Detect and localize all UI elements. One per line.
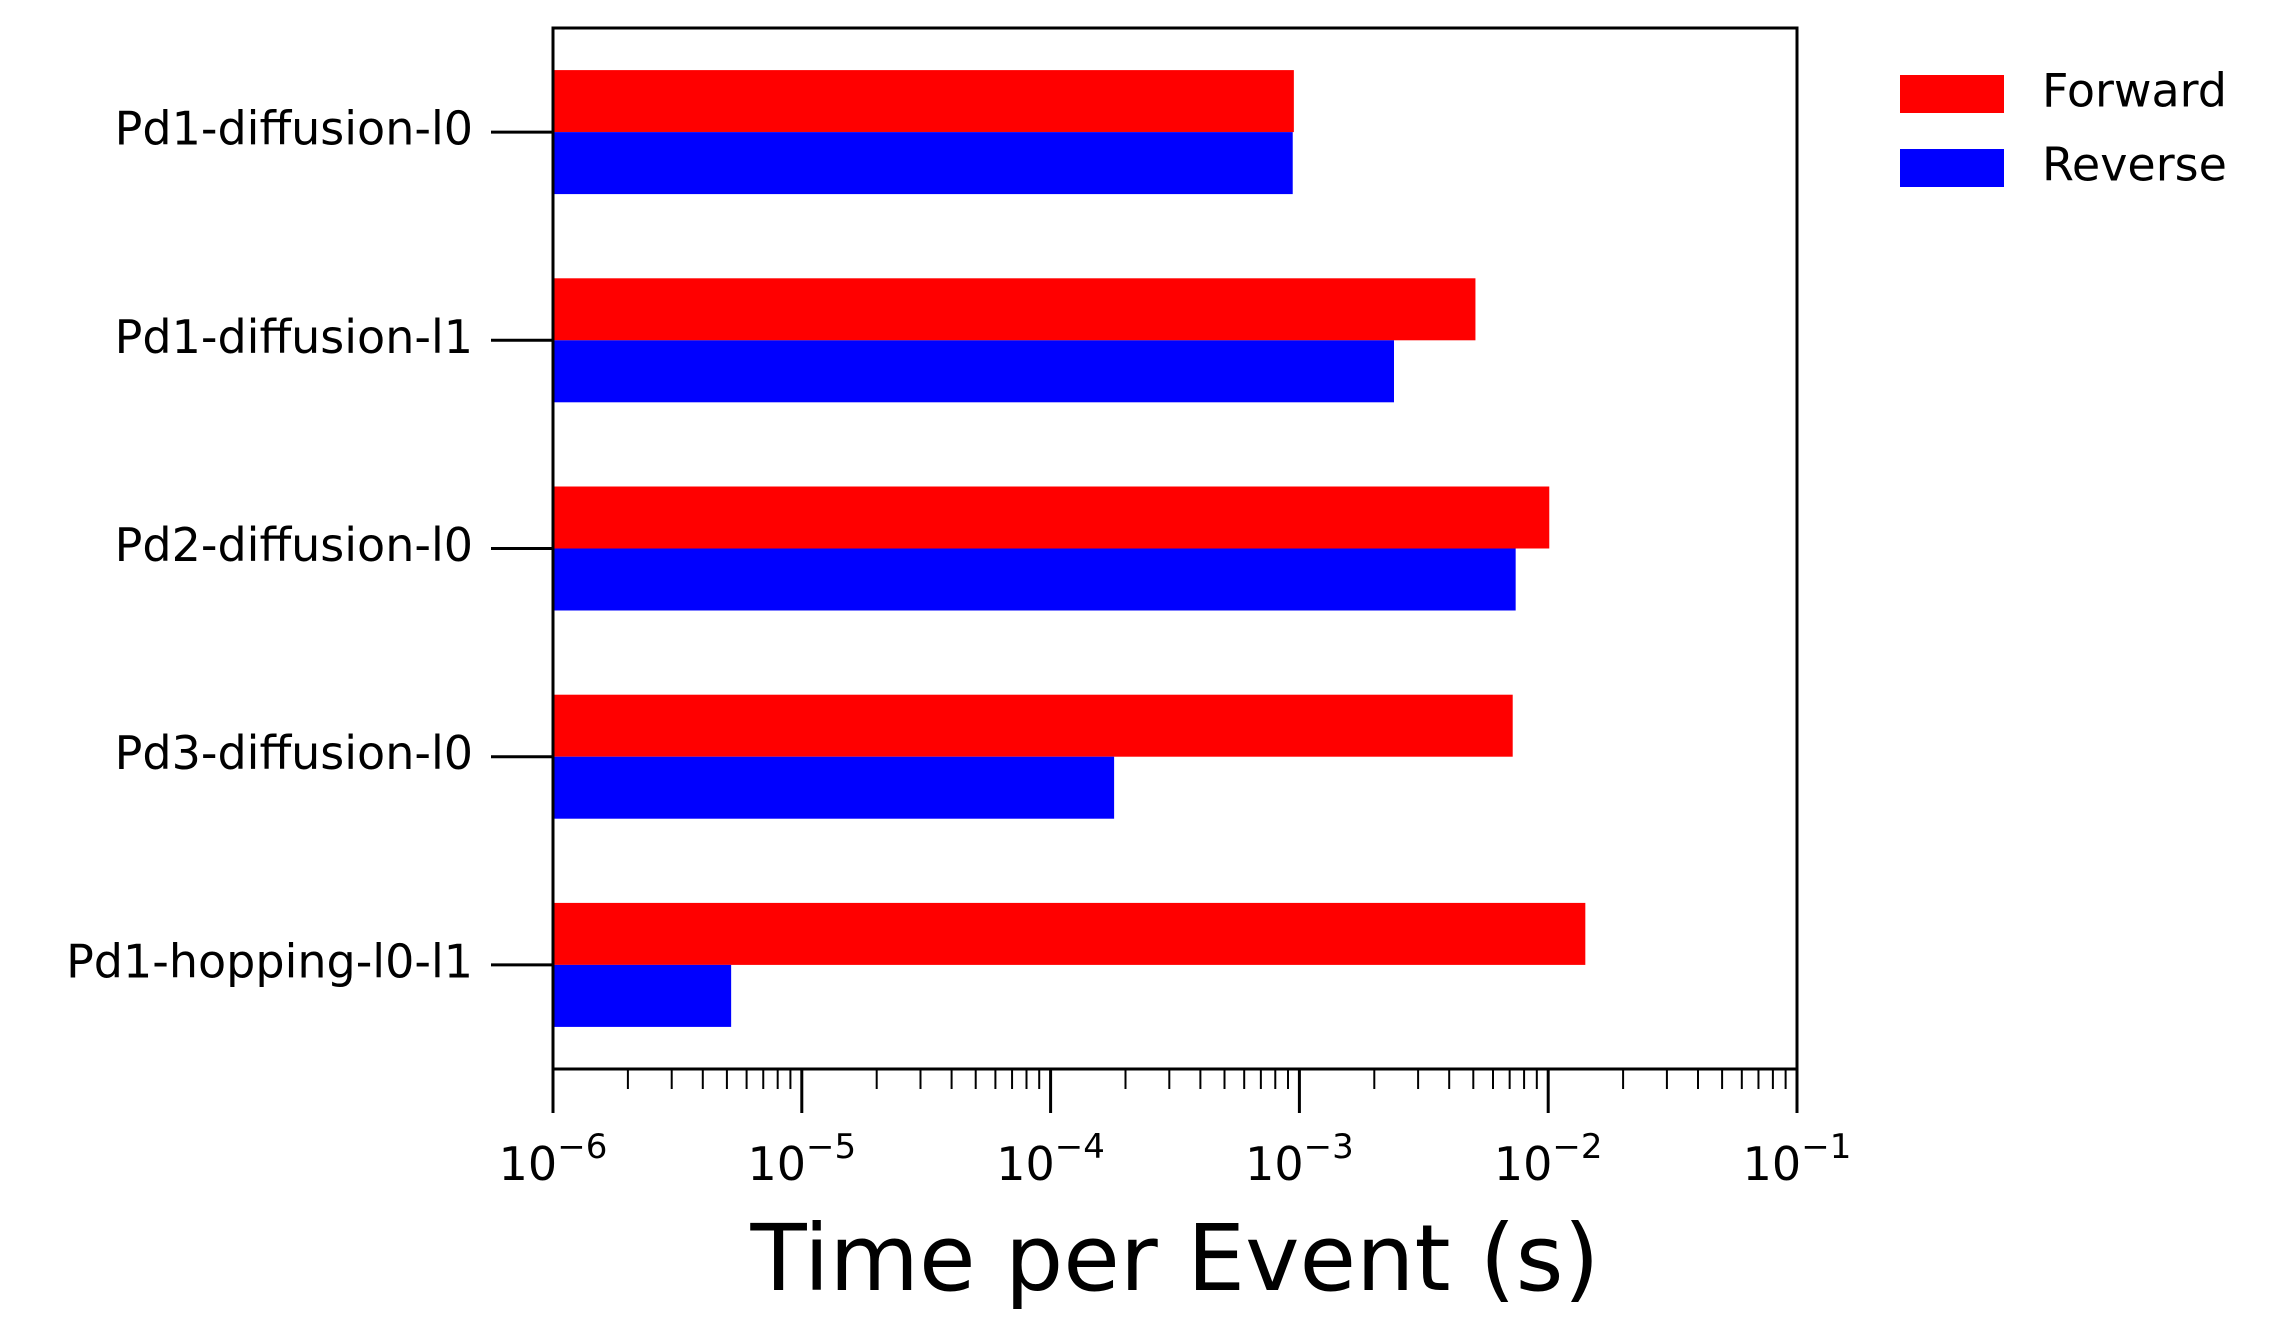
legend-swatch-forward: [1900, 75, 2004, 113]
y-tick-label-1: Pd1-diffusion-l1: [115, 310, 473, 364]
x-tick-label-5: 10−1: [1743, 1127, 1852, 1191]
bar-reverse-3: [553, 756, 1115, 819]
legend: Forward Reverse: [1900, 64, 2227, 192]
x-tick-label-1: 10−5: [747, 1127, 856, 1191]
bar-reverse-2: [553, 548, 1516, 611]
bar-forward-1: [553, 278, 1476, 341]
y-tick-label-4: Pd1-hopping-l0-l1: [66, 934, 473, 988]
y-tick-label-2: Pd2-diffusion-l0: [115, 518, 473, 572]
bar-reverse-0: [553, 132, 1293, 195]
bar-forward-3: [553, 694, 1513, 757]
bar-forward-2: [553, 486, 1550, 549]
bar-reverse-1: [553, 340, 1394, 403]
labels-layer: Pd1-diffusion-l0 Pd1-diffusion-l1 Pd2-diff…: [66, 102, 1851, 1312]
bars-layer: [553, 70, 1586, 1027]
y-tick-label-3: Pd3-diffusion-l0: [115, 726, 473, 780]
x-axis-label: Time per Event (s): [750, 1205, 1600, 1312]
x-tick-label-2: 10−4: [996, 1127, 1105, 1191]
x-tick-label-4: 10−2: [1494, 1127, 1603, 1191]
axes-layer: [491, 26, 1799, 1113]
x-tick-label-0: 10−6: [499, 1127, 608, 1191]
plot-frame: [551, 26, 1799, 1071]
legend-label-reverse: Reverse: [2042, 138, 2227, 192]
legend-label-forward: Forward: [2042, 64, 2227, 118]
bar-forward-0: [553, 70, 1294, 133]
bar-reverse-4: [553, 964, 732, 1027]
x-tick-label-3: 10−3: [1245, 1127, 1354, 1191]
y-tick-label-0: Pd1-diffusion-l0: [115, 102, 473, 156]
legend-swatch-reverse: [1900, 149, 2004, 187]
bar-forward-4: [553, 902, 1586, 965]
